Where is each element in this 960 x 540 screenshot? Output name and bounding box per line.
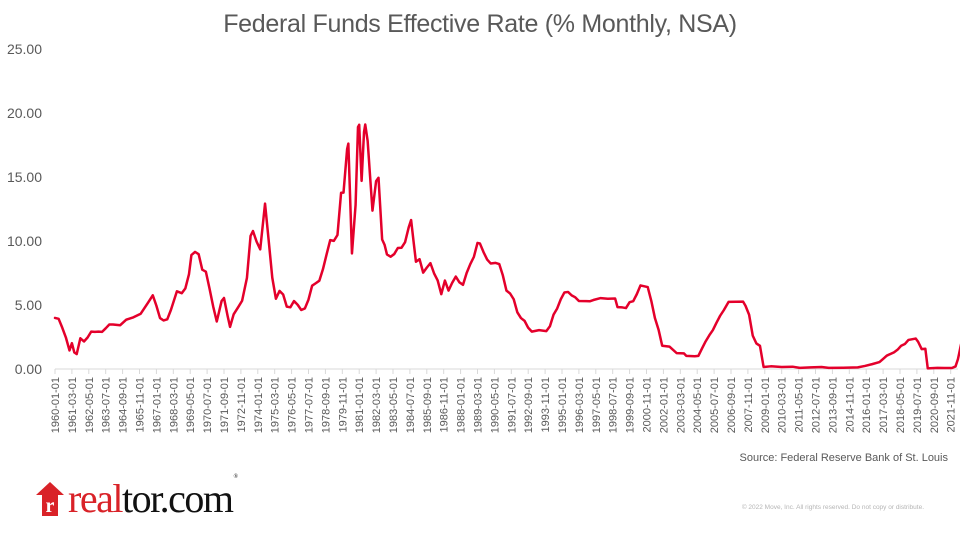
x-tick-label: 2013-09-01	[827, 377, 839, 433]
source-note: Source: Federal Reserve Bank of St. Loui…	[739, 452, 949, 464]
y-tick-label: 15.00	[7, 169, 42, 185]
x-tick-label: 2014-11-01	[844, 377, 856, 432]
x-tick-label: 1999-09-01	[625, 377, 637, 433]
x-tick-label: 1963-07-01	[101, 377, 113, 433]
x-tick-label: 1979-11-01	[337, 377, 349, 432]
x-tick-label: 2007-11-01	[743, 377, 755, 432]
x-tick-label: 1967-01-01	[151, 377, 163, 433]
x-tick-label: 2019-07-01	[912, 377, 924, 433]
x-tick-label: 1992-09-01	[523, 377, 535, 433]
logo-house-letter: r	[46, 495, 55, 516]
house-icon: r	[36, 482, 64, 517]
series-layer	[53, 123, 960, 370]
x-tick-label: 2000-11-01	[642, 377, 654, 432]
x-tick-label: 2021-11-01	[946, 377, 958, 432]
x-tick-label: 1972-11-01	[236, 377, 248, 432]
x-tick-label: 1997-05-01	[591, 377, 603, 433]
x-tick-label: 2016-01-01	[861, 377, 873, 433]
x-tick-label: 1962-05-01	[84, 377, 96, 433]
x-tick-label: 1969-05-01	[185, 377, 197, 433]
logo-wordmark: realtor.com®	[68, 474, 238, 519]
x-tick-label: 2005-07-01	[709, 377, 721, 433]
x-tick-label: 1977-07-01	[304, 377, 316, 433]
x-tick-label: 1990-05-01	[489, 377, 501, 433]
x-tick-label: 1964-09-01	[118, 377, 130, 433]
y-tick-label: 10.00	[7, 233, 42, 249]
x-axis: 1960-01-01 1961-03-01 1962-05-01 1963-07-01…	[50, 368, 958, 433]
x-tick-label: 1981-01-01	[354, 377, 366, 433]
x-tick-label: 1968-03-01	[168, 377, 180, 433]
x-tick-label: 2018-05-01	[895, 377, 907, 433]
x-tick-label: 1961-03-01	[67, 377, 79, 433]
x-tick-label: 1974-01-01	[253, 377, 265, 433]
logo-text-black: tor.com	[121, 476, 234, 521]
x-tick-label: 1991-07-01	[506, 377, 518, 433]
chart-title: Federal Funds Effective Rate (% Monthly,…	[223, 10, 737, 38]
x-tick-label: 1982-03-01	[371, 377, 383, 433]
x-tick-label: 1998-07-01	[608, 377, 620, 433]
x-tick-label: 2012-07-01	[811, 377, 823, 433]
y-axis: 0.00 5.00 10.00 15.00 20.00 25.00	[7, 41, 42, 377]
x-tick-label: 1989-03-01	[473, 377, 485, 433]
x-tick-label: 1983-05-01	[388, 377, 400, 433]
x-tick-label: 1985-09-01	[422, 377, 434, 433]
registered-mark: ®	[233, 474, 239, 480]
x-tick-label: 1970-07-01	[202, 377, 214, 433]
x-tick-label: 2004-05-01	[692, 377, 704, 433]
x-tick-label: 1984-07-01	[405, 377, 417, 433]
x-tick-label: 2020-09-01	[929, 377, 941, 433]
x-tick-label: 1996-03-01	[574, 377, 586, 433]
x-tick-label: 1975-03-01	[270, 377, 282, 433]
x-tick-label: 1965-11-01	[135, 377, 147, 432]
realtor-logo[interactable]: r realtor.com®	[36, 474, 238, 519]
x-tick-label: 1993-11-01	[540, 377, 552, 432]
y-tick-label: 25.00	[7, 41, 42, 57]
copyright-note: © 2022 Move, Inc. All rights reserved. D…	[741, 504, 924, 511]
x-tick-label: 2017-03-01	[878, 377, 890, 433]
x-tick-label: 1988-01-01	[456, 377, 468, 433]
x-tick-label: 1971-09-01	[219, 377, 231, 433]
x-tick-label: 1960-01-01	[50, 377, 62, 433]
series-line-fed-funds-rate	[53, 123, 960, 370]
x-tick-label: 2002-01-01	[658, 377, 670, 433]
x-tick-label: 2010-03-01	[777, 377, 789, 433]
logo-text-red: real	[68, 476, 123, 521]
x-tick-label: 1986-11-01	[439, 377, 451, 432]
x-tick-label: 2003-03-01	[675, 377, 687, 433]
x-tick-label: 1995-01-01	[557, 377, 569, 433]
x-tick-label: 2011-05-01	[794, 377, 806, 432]
x-tick-label: 1978-09-01	[320, 377, 332, 433]
x-tick-label: 2006-09-01	[726, 377, 738, 433]
y-tick-label: 5.00	[15, 297, 42, 313]
y-tick-label: 0.00	[15, 361, 42, 377]
x-tick-label: 1976-05-01	[287, 377, 299, 433]
y-tick-label: 20.00	[7, 105, 42, 121]
x-tick-label: 2009-01-01	[760, 377, 772, 433]
